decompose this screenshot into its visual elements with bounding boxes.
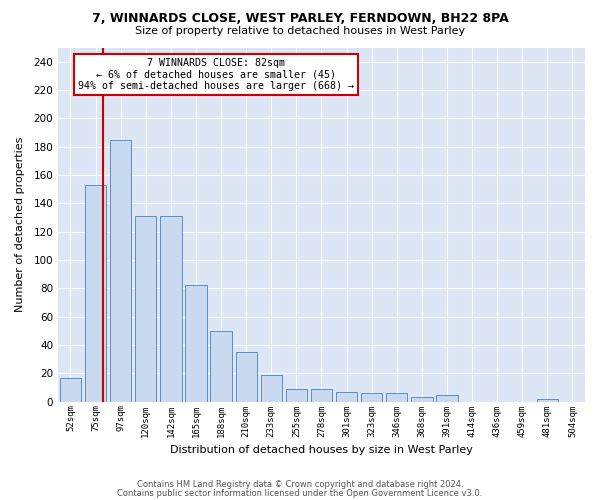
Bar [311,389,332,402]
Bar [336,392,357,402]
Text: 7 WINNARDS CLOSE: 82sqm
← 6% of detached houses are smaller (45)
94% of semi-det: 7 WINNARDS CLOSE: 82sqm ← 6% of detached… [78,58,354,92]
Y-axis label: Number of detached properties: Number of detached properties [15,137,25,312]
Bar [436,394,458,402]
Bar [135,216,157,402]
Text: Contains HM Land Registry data © Crown copyright and database right 2024.: Contains HM Land Registry data © Crown c… [137,480,463,489]
Bar [536,399,558,402]
Bar [110,140,131,402]
Bar [411,398,433,402]
Bar [211,331,232,402]
X-axis label: Distribution of detached houses by size in West Parley: Distribution of detached houses by size … [170,445,473,455]
Text: 7, WINNARDS CLOSE, WEST PARLEY, FERNDOWN, BH22 8PA: 7, WINNARDS CLOSE, WEST PARLEY, FERNDOWN… [92,12,508,26]
Bar [60,378,81,402]
Bar [160,216,182,402]
Text: Size of property relative to detached houses in West Parley: Size of property relative to detached ho… [135,26,465,36]
Bar [286,389,307,402]
Bar [85,185,106,402]
Bar [236,352,257,402]
Bar [260,374,282,402]
Bar [361,393,382,402]
Text: Contains public sector information licensed under the Open Government Licence v3: Contains public sector information licen… [118,488,482,498]
Bar [386,393,407,402]
Bar [185,286,206,402]
